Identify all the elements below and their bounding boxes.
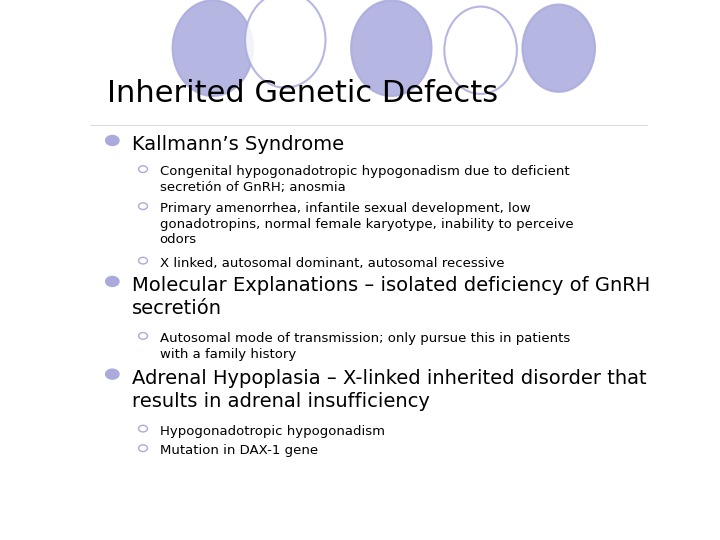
Text: X linked, autosomal dominant, autosomal recessive: X linked, autosomal dominant, autosomal … bbox=[160, 257, 504, 270]
Circle shape bbox=[138, 445, 148, 451]
Ellipse shape bbox=[523, 4, 595, 92]
Circle shape bbox=[106, 276, 119, 286]
Text: Hypogonadotropic hypogonadism: Hypogonadotropic hypogonadism bbox=[160, 425, 384, 438]
Text: Molecular Explanations – isolated deficiency of GnRH
secretión: Molecular Explanations – isolated defici… bbox=[132, 276, 650, 318]
Text: Congenital hypogonadotropic hypogonadism due to deficient
secretión of GnRH; ano: Congenital hypogonadotropic hypogonadism… bbox=[160, 165, 570, 194]
Text: Kallmann’s Syndrome: Kallmann’s Syndrome bbox=[132, 136, 344, 154]
Text: Autosomal mode of transmission; only pursue this in patients
with a family histo: Autosomal mode of transmission; only pur… bbox=[160, 332, 570, 361]
Circle shape bbox=[138, 426, 148, 432]
Ellipse shape bbox=[444, 6, 517, 94]
Circle shape bbox=[138, 203, 148, 210]
Ellipse shape bbox=[351, 1, 431, 96]
Text: Primary amenorrhea, infantile sexual development, low
gonadotropins, normal fema: Primary amenorrhea, infantile sexual dev… bbox=[160, 202, 573, 246]
Ellipse shape bbox=[245, 0, 325, 87]
Circle shape bbox=[138, 333, 148, 339]
Text: Inherited Genetic Defects: Inherited Genetic Defects bbox=[107, 79, 498, 109]
Circle shape bbox=[138, 258, 148, 264]
Ellipse shape bbox=[173, 1, 253, 96]
Circle shape bbox=[106, 369, 119, 379]
Text: Adrenal Hypoplasia – X-linked inherited disorder that
results in adrenal insuffi: Adrenal Hypoplasia – X-linked inherited … bbox=[132, 369, 647, 411]
Circle shape bbox=[138, 166, 148, 172]
Circle shape bbox=[106, 136, 119, 145]
Text: Mutation in DAX-1 gene: Mutation in DAX-1 gene bbox=[160, 444, 318, 457]
